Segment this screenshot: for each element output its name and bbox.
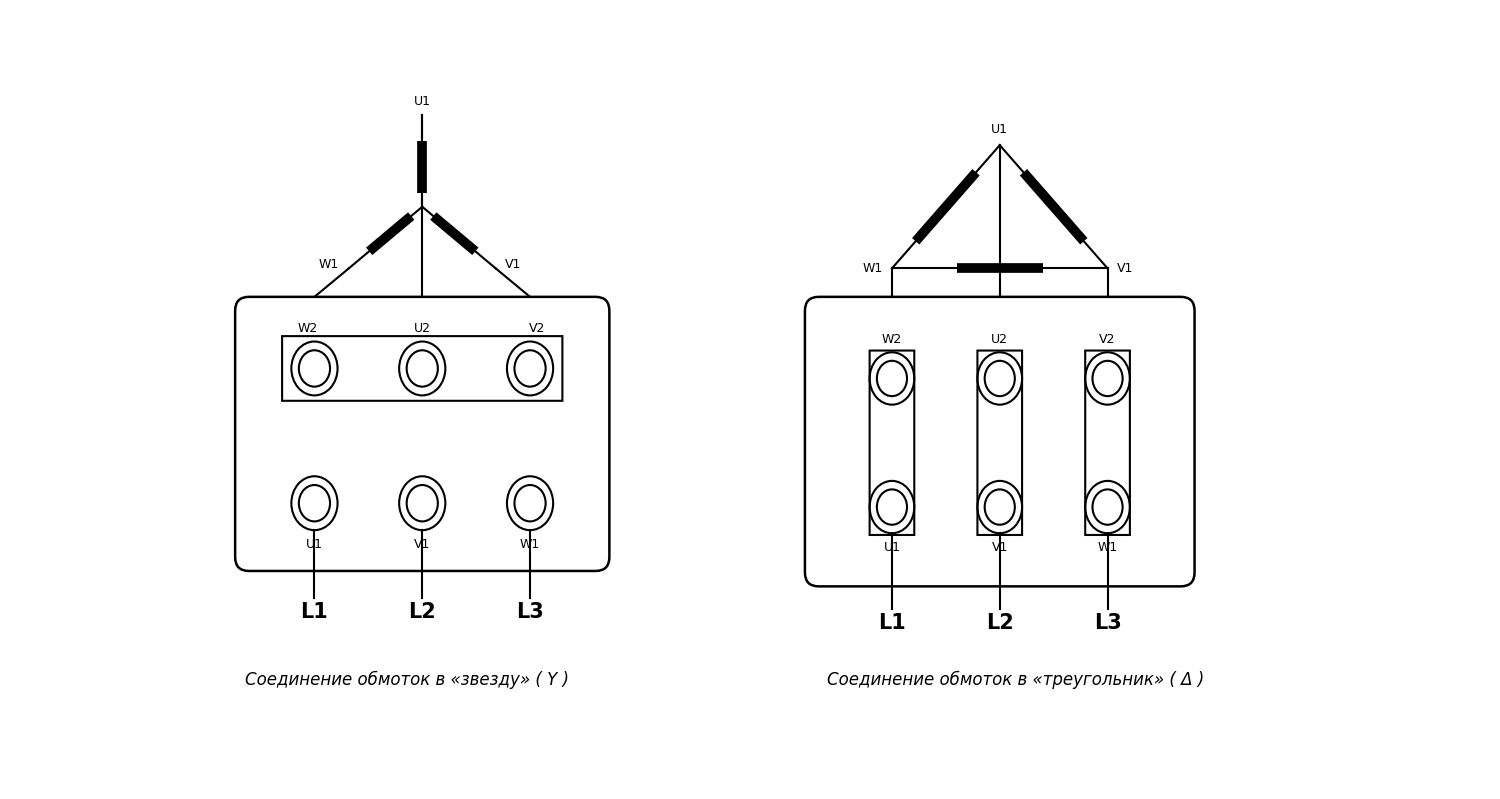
Text: U2: U2 [992, 333, 1008, 346]
Text: U1: U1 [414, 94, 430, 108]
Text: W2: W2 [882, 333, 902, 346]
Text: W1: W1 [320, 258, 339, 272]
Text: U1: U1 [992, 123, 1008, 136]
FancyBboxPatch shape [1084, 351, 1130, 535]
Text: V1: V1 [1118, 262, 1132, 275]
Text: V2: V2 [1100, 333, 1116, 346]
FancyBboxPatch shape [282, 336, 562, 401]
FancyBboxPatch shape [978, 351, 1022, 535]
Text: W1: W1 [1098, 541, 1118, 554]
Text: Соединение обмоток в «треугольник» ( Δ ): Соединение обмоток в «треугольник» ( Δ ) [827, 671, 1204, 690]
Text: V1: V1 [506, 258, 522, 272]
Text: W2: W2 [297, 322, 318, 336]
Text: W1: W1 [520, 538, 540, 551]
Text: L1: L1 [878, 614, 906, 634]
Text: L3: L3 [516, 602, 544, 622]
Text: V2: V2 [530, 322, 544, 336]
Text: L3: L3 [1094, 614, 1122, 634]
Text: W1: W1 [862, 262, 882, 275]
Text: U2: U2 [414, 322, 430, 336]
Text: U1: U1 [306, 538, 322, 551]
Text: V1: V1 [414, 538, 430, 551]
Text: L1: L1 [300, 602, 328, 622]
Text: V1: V1 [992, 541, 1008, 554]
Text: L2: L2 [408, 602, 436, 622]
FancyBboxPatch shape [806, 297, 1194, 586]
FancyBboxPatch shape [236, 297, 609, 571]
Text: L2: L2 [986, 614, 1014, 634]
Text: U1: U1 [884, 541, 900, 554]
FancyBboxPatch shape [870, 351, 915, 535]
Text: Соединение обмоток в «звезду» ( Y ): Соединение обмоток в «звезду» ( Y ) [244, 671, 568, 690]
